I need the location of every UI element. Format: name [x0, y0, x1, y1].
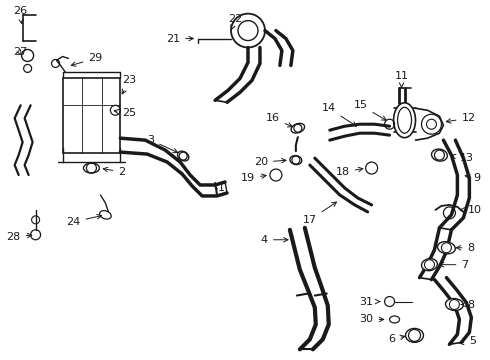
- Text: 22: 22: [228, 14, 242, 30]
- Ellipse shape: [397, 107, 412, 133]
- Text: 14: 14: [321, 103, 356, 126]
- Text: 2: 2: [103, 167, 125, 177]
- Ellipse shape: [99, 211, 111, 219]
- Ellipse shape: [438, 242, 455, 254]
- Text: 24: 24: [66, 215, 101, 227]
- Text: 11: 11: [394, 71, 409, 87]
- Ellipse shape: [421, 258, 438, 271]
- Ellipse shape: [432, 149, 447, 161]
- Text: 12: 12: [446, 113, 475, 123]
- Bar: [63, 78, 121, 153]
- Text: 17: 17: [303, 202, 337, 225]
- Text: 13: 13: [451, 153, 473, 163]
- Text: 23: 23: [122, 75, 137, 94]
- Text: 15: 15: [354, 100, 386, 120]
- Text: 27: 27: [13, 48, 27, 58]
- Text: 31: 31: [360, 297, 380, 306]
- Text: 1: 1: [214, 183, 225, 193]
- Ellipse shape: [393, 103, 416, 138]
- Text: 20: 20: [254, 157, 286, 167]
- Ellipse shape: [177, 151, 189, 161]
- Text: 29: 29: [71, 54, 103, 66]
- Text: 8: 8: [456, 243, 474, 253]
- Text: 25: 25: [114, 108, 137, 118]
- Text: 6: 6: [389, 334, 405, 345]
- Text: 16: 16: [266, 113, 293, 127]
- Text: 21: 21: [166, 33, 193, 44]
- Text: 9: 9: [465, 173, 481, 183]
- Text: 30: 30: [360, 314, 384, 324]
- Ellipse shape: [445, 298, 464, 311]
- Text: 5: 5: [459, 336, 476, 346]
- Text: 26: 26: [13, 6, 27, 24]
- Text: 19: 19: [241, 173, 266, 183]
- Ellipse shape: [291, 123, 305, 133]
- Text: 3: 3: [147, 135, 178, 153]
- Text: 7: 7: [440, 260, 468, 270]
- Ellipse shape: [83, 163, 99, 173]
- Ellipse shape: [406, 328, 423, 342]
- Ellipse shape: [390, 316, 399, 323]
- Ellipse shape: [290, 156, 302, 165]
- Text: 28: 28: [6, 232, 32, 242]
- Text: 18: 18: [336, 167, 363, 177]
- Text: 10: 10: [460, 205, 481, 215]
- Text: 8: 8: [462, 300, 474, 310]
- Text: 4: 4: [261, 235, 288, 245]
